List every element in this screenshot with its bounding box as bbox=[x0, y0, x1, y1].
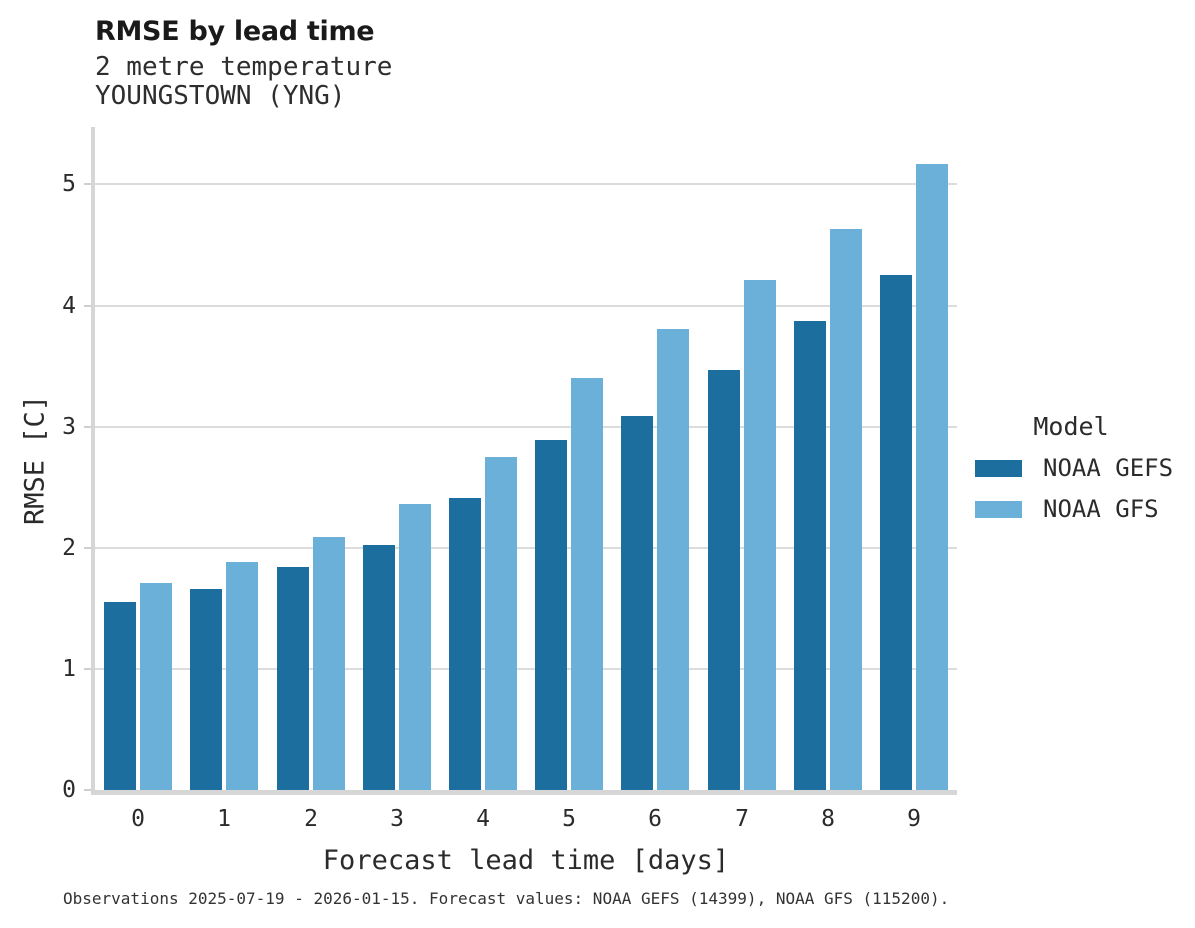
x-tick-label-0: 0 bbox=[131, 806, 145, 832]
x-tick-label-6: 6 bbox=[648, 806, 662, 832]
y-tick-mark-2 bbox=[84, 547, 91, 549]
bar-noaa-gfs-5 bbox=[571, 378, 603, 790]
bar-noaa-gfs-0 bbox=[140, 583, 172, 790]
chart-station: YOUNGSTOWN (YNG) bbox=[95, 81, 346, 111]
y-tick-mark-5 bbox=[84, 183, 91, 185]
x-tick-label-4: 4 bbox=[476, 806, 490, 832]
bar-noaa-gefs-1 bbox=[190, 589, 222, 790]
bar-noaa-gefs-5 bbox=[535, 440, 567, 790]
y-tick-label-4: 4 bbox=[62, 293, 76, 319]
x-tick-label-7: 7 bbox=[735, 806, 749, 832]
bar-noaa-gefs-8 bbox=[794, 321, 826, 790]
legend-item-noaa-gfs: NOAA GFS bbox=[975, 495, 1195, 523]
y-tick-mark-4 bbox=[84, 305, 91, 307]
bar-noaa-gfs-4 bbox=[485, 457, 517, 790]
bar-noaa-gfs-6 bbox=[657, 329, 689, 790]
y-tick-label-2: 2 bbox=[62, 535, 76, 561]
x-tick-label-3: 3 bbox=[390, 806, 404, 832]
legend-title: Model bbox=[1033, 412, 1109, 441]
caption: Observations 2025-07-19 - 2026-01-15. Fo… bbox=[63, 889, 950, 908]
gridline-y-3 bbox=[95, 426, 957, 428]
legend-item-noaa-gefs: NOAA GEFS bbox=[975, 454, 1195, 482]
y-tick-label-3: 3 bbox=[62, 414, 76, 440]
x-tick-label-1: 1 bbox=[217, 806, 231, 832]
bar-noaa-gefs-0 bbox=[104, 602, 136, 790]
plot-area bbox=[84, 127, 957, 795]
bar-noaa-gefs-9 bbox=[880, 275, 912, 790]
chart-title: RMSE by lead time bbox=[95, 16, 375, 47]
bar-noaa-gfs-1 bbox=[226, 562, 258, 790]
legend-swatch-noaa-gefs-icon bbox=[975, 459, 1022, 477]
legend-swatch-noaa-gfs-icon bbox=[975, 500, 1022, 518]
bar-noaa-gfs-7 bbox=[744, 280, 776, 790]
x-tick-label-9: 9 bbox=[907, 806, 921, 832]
y-tick-mark-1 bbox=[84, 668, 91, 670]
x-axis-spine bbox=[91, 790, 957, 795]
legend: Model NOAA GEFS NOAA GFS bbox=[975, 412, 1195, 523]
gridline-y-5 bbox=[95, 183, 957, 185]
legend-label-noaa-gfs: NOAA GFS bbox=[1043, 495, 1159, 523]
x-tick-label-5: 5 bbox=[562, 806, 576, 832]
bar-noaa-gefs-6 bbox=[621, 416, 653, 790]
x-tick-label-2: 2 bbox=[304, 806, 318, 832]
bar-noaa-gfs-3 bbox=[399, 504, 431, 790]
bar-noaa-gefs-7 bbox=[708, 370, 740, 790]
legend-label-noaa-gefs: NOAA GEFS bbox=[1043, 454, 1174, 482]
y-tick-label-1: 1 bbox=[62, 656, 76, 682]
bar-noaa-gefs-2 bbox=[277, 567, 309, 790]
bar-noaa-gfs-2 bbox=[313, 537, 345, 790]
gridline-y-2 bbox=[95, 547, 957, 549]
bar-noaa-gfs-8 bbox=[830, 229, 862, 790]
bar-noaa-gefs-3 bbox=[363, 545, 395, 790]
y-tick-label-5: 5 bbox=[62, 171, 76, 197]
y-tick-label-0: 0 bbox=[62, 777, 76, 803]
gridline-y-1 bbox=[95, 668, 957, 670]
y-tick-mark-0 bbox=[84, 789, 91, 791]
x-axis-label: Forecast lead time [days] bbox=[322, 845, 730, 876]
chart-subtitle: 2 metre temperature bbox=[95, 52, 393, 82]
bar-noaa-gfs-9 bbox=[916, 164, 948, 790]
bar-noaa-gefs-4 bbox=[449, 498, 481, 790]
y-axis-spine bbox=[91, 127, 95, 795]
gridline-y-4 bbox=[95, 305, 957, 307]
y-tick-mark-3 bbox=[84, 426, 91, 428]
x-tick-label-8: 8 bbox=[821, 806, 835, 832]
